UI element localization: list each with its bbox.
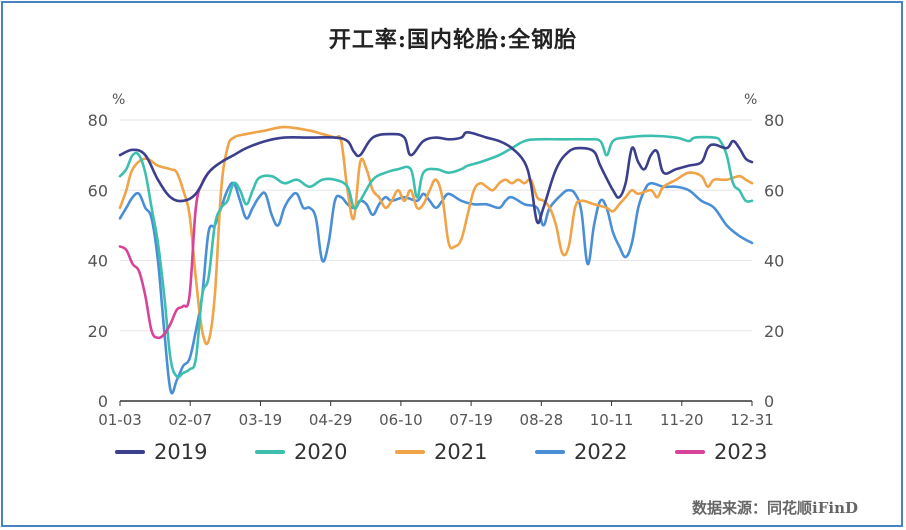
- x-tick-label-0: 01-03: [98, 411, 142, 429]
- legend-swatch: [535, 450, 565, 454]
- y-tick-left-0: 0: [98, 392, 108, 411]
- y-tick-left-60: 60: [88, 181, 108, 200]
- axes: 0 0 20 20 40 40 60 60 80 80% % 01-03 02-07 03-19 04-29…: [88, 92, 785, 429]
- y-unit-left: %: [112, 92, 125, 108]
- legend-item-2020[interactable]: 2020: [255, 440, 395, 464]
- legend-swatch: [675, 450, 705, 454]
- y-tick-right-80: 80: [764, 111, 784, 130]
- legend-label: 2023: [714, 440, 768, 464]
- y-tick-right-0: 0: [764, 392, 774, 411]
- legend: 2019 2020 2021 2022 2023: [115, 438, 815, 466]
- x-tick-label-9: 12-31: [730, 411, 774, 429]
- x-tick-label-7: 10-11: [590, 411, 634, 429]
- legend-swatch: [395, 450, 425, 454]
- y-unit-right: %: [744, 92, 757, 108]
- y-tick-right-40: 40: [764, 252, 784, 271]
- x-tick-label-3: 04-29: [309, 411, 353, 429]
- series-line-2021: [118, 125, 754, 346]
- x-tick-label-4: 06-10: [379, 411, 423, 429]
- legend-item-2023[interactable]: 2023: [675, 440, 815, 464]
- legend-label: 2020: [294, 440, 348, 464]
- series-line-2020: [118, 134, 754, 379]
- series-line-2019: [118, 130, 754, 225]
- x-tick-label-1: 02-07: [168, 411, 212, 429]
- legend-swatch: [115, 450, 145, 454]
- legend-item-2019[interactable]: 2019: [115, 440, 255, 464]
- x-tick-label-6: 08-28: [520, 411, 564, 429]
- y-tick-right-60: 60: [764, 181, 784, 200]
- data-source: 数据来源：同花顺iFinD: [692, 499, 858, 517]
- legend-label: 2022: [574, 440, 628, 464]
- x-tick-label-2: 03-19: [239, 411, 283, 429]
- legend-item-2021[interactable]: 2021: [395, 440, 535, 464]
- y-tick-left-80: 80: [88, 111, 108, 130]
- y-tick-right-20: 20: [764, 322, 784, 341]
- legend-item-2022[interactable]: 2022: [535, 440, 675, 464]
- chart-title: 开工率:国内轮胎:全钢胎: [328, 27, 578, 53]
- x-tick-label-8: 11-20: [660, 411, 704, 429]
- legend-swatch: [255, 450, 285, 454]
- series-line-2023: [118, 171, 210, 340]
- legend-label: 2021: [434, 440, 488, 464]
- y-tick-left-40: 40: [88, 252, 108, 271]
- x-tick-label-5: 07-19: [449, 411, 493, 429]
- y-tick-left-20: 20: [88, 322, 108, 341]
- series-lines: [118, 125, 754, 395]
- legend-label: 2019: [154, 440, 208, 464]
